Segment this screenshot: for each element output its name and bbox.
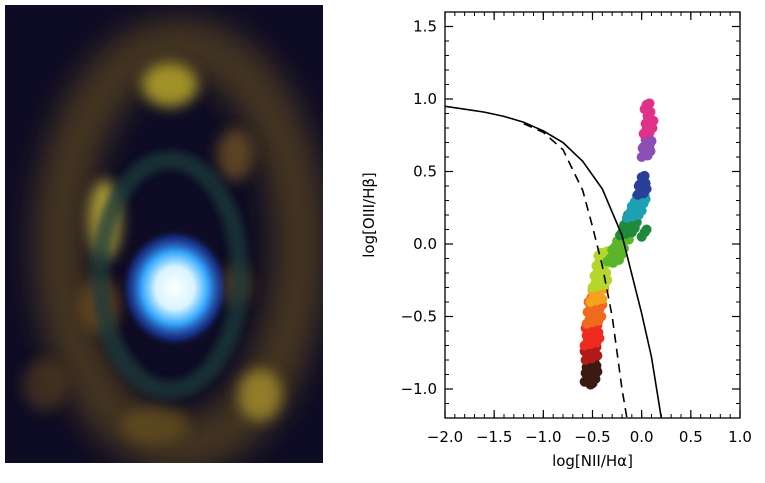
x-tick-labels: −2.0 −1.5 −1.0 −0.5 0.0 0.5 1.0: [427, 428, 752, 446]
axis-ticks: [444, 11, 741, 419]
scatter-point-s9-8: [639, 170, 650, 181]
scatter-point-s11-10: [648, 115, 659, 126]
x-tick-label: −0.5: [574, 428, 610, 446]
scatter-point-s1-11: [587, 349, 598, 360]
x-tick-label: −1.0: [525, 428, 561, 446]
scatter-point-s5-10: [601, 268, 612, 278]
scatter-point-s2-16: [585, 331, 596, 342]
x-tick-label: −1.5: [476, 428, 512, 446]
scatter-point-s0-13: [587, 378, 598, 389]
scatter-point-s0-15: [585, 365, 596, 376]
x-axis-label: log[NII/Hα]: [552, 452, 633, 470]
scatter-point-s11-12: [644, 98, 655, 109]
scatter-point-s10-9: [637, 143, 648, 154]
scatter-point-s9-9: [633, 181, 644, 191]
y-tick-label: 1.5: [413, 18, 437, 36]
dashed-demarcation-curve: [523, 122, 628, 418]
y-tick-label: 0.5: [413, 163, 437, 181]
scatter-point-s7-16: [641, 224, 652, 235]
x-tick-label: 0.0: [630, 428, 654, 446]
bpt-chart: −2.0 −1.5 −1.0 −0.5 0.0 0.5 1.0 −1.0 −0.5 0.0 0.5…: [360, 11, 752, 470]
y-axis-label: log[OIII/Hβ]: [360, 172, 378, 258]
bpt-diagram-panel: −2.0 −1.5 −1.0 −0.5 0.0 0.5 1.0 −1.0 −0.5 0.0 0.5…: [340, 0, 765, 479]
solid-demarcation-curve: [445, 105, 663, 418]
y-tick-label: −1.0: [401, 380, 437, 398]
galaxy-image-panel: [5, 5, 323, 463]
galaxy-nucleus: [120, 228, 230, 348]
y-tick-labels: −1.0 −0.5 0.0 0.5 1.0 1.5: [401, 18, 437, 399]
x-tick-label: 0.5: [679, 428, 703, 446]
inner-ring: [91, 151, 249, 399]
x-tick-label: −2.0: [427, 428, 463, 446]
demarcation-curves: [445, 105, 663, 418]
y-tick-label: −0.5: [401, 308, 437, 326]
x-tick-label: 1.0: [728, 428, 752, 446]
galaxy-image: [5, 5, 323, 463]
outer-ring-glow: [32, 17, 323, 463]
y-tick-label: 0.0: [413, 235, 437, 253]
scatter-points: [579, 98, 659, 390]
y-tick-label: 1.0: [413, 90, 437, 108]
scatter-point-s10-10: [646, 136, 657, 147]
